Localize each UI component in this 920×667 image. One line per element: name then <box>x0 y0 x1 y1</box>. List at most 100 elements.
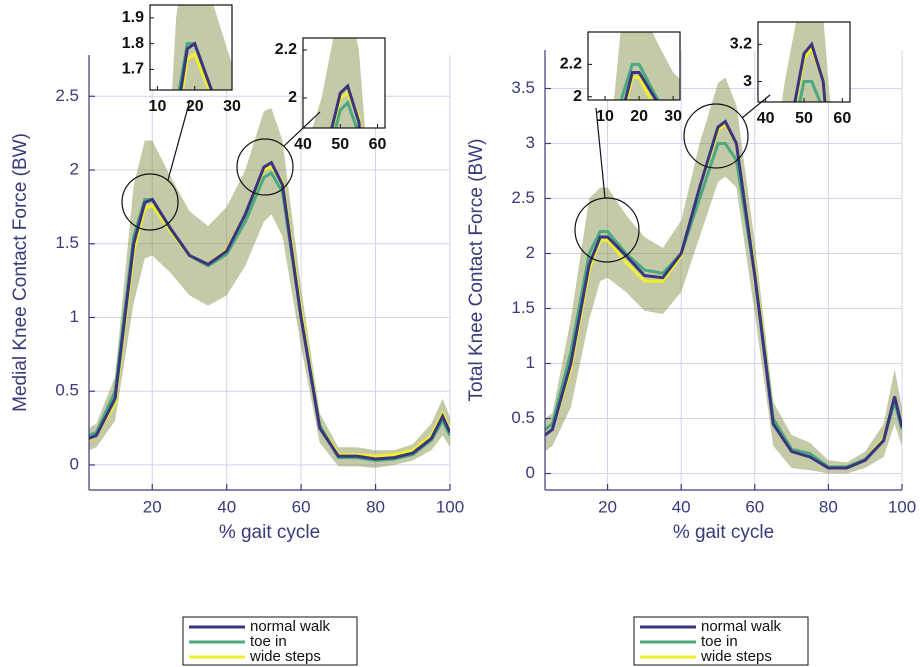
y-tick-label: 3 <box>743 73 752 90</box>
x-tick-label: 40 <box>217 497 236 516</box>
inset-background <box>303 38 385 128</box>
leader-line <box>741 94 771 119</box>
series-line <box>89 165 450 458</box>
x-tick-label: 20 <box>630 108 648 125</box>
inset-plot <box>312 38 365 128</box>
y-tick-label: 0 <box>70 454 79 473</box>
inset-plot <box>614 32 680 100</box>
inset: 10 20 30 1.7 1.8 1.9 <box>122 4 241 115</box>
x-tick-label: 40 <box>757 110 775 127</box>
x-tick-label: 80 <box>819 497 838 516</box>
legend-label: normal walk <box>701 618 782 635</box>
chart: 20 40 60 80 100 0 0.5 1 1.5 2 2.5 % gait cycle Media… <box>10 55 464 543</box>
chart: 20 40 60 80 100 0 0.5 1 1.5 2 2.5 3 3.5 % gait cycle T… <box>466 50 916 543</box>
y-tick-label: 2 <box>70 160 79 179</box>
x-tick-label: 20 <box>143 497 162 516</box>
sd-band <box>89 108 450 468</box>
x-tick-label: 20 <box>598 497 617 516</box>
legend-label: wide steps <box>249 648 321 665</box>
y-tick-label: 2.5 <box>511 188 535 207</box>
series-line <box>181 51 211 90</box>
series-line <box>798 80 822 102</box>
series-line <box>89 160 450 461</box>
plot-area <box>545 77 902 474</box>
inset: 40 50 60 2 2.2 <box>275 37 387 153</box>
sd-band <box>545 77 902 474</box>
x-tick-label: 50 <box>795 110 813 127</box>
leader-line <box>283 111 321 147</box>
y-tick-label: 0 <box>526 463 535 482</box>
x-tick-label: 20 <box>186 98 204 115</box>
series-line <box>545 119 902 470</box>
legend-label: normal walk <box>250 618 331 635</box>
x-tick-label: 10 <box>596 108 614 125</box>
zoom-circle <box>121 173 179 231</box>
x-tick-label: 40 <box>672 497 691 516</box>
inset: 10 20 30 2 2.2 <box>560 31 682 125</box>
y-tick-label: 1.8 <box>122 35 144 52</box>
x-tick-label: 30 <box>664 108 682 125</box>
y-tick-label: 2.5 <box>55 86 79 105</box>
sd-band <box>312 38 365 128</box>
y-tick-label: 1.7 <box>122 61 144 78</box>
zoom-circle <box>574 197 640 263</box>
leader-line <box>167 99 191 181</box>
x-tick-label: 50 <box>331 136 349 153</box>
x-tick-label: 40 <box>294 136 312 153</box>
zoom-circle <box>683 103 749 169</box>
y-axis-label: Total Knee Contact Force (BW) <box>466 139 487 402</box>
legend-label: toe in <box>701 633 738 650</box>
x-tick-label: 100 <box>436 497 464 516</box>
zoom-circle <box>236 138 294 196</box>
x-tick-label: 60 <box>369 136 387 153</box>
y-tick-label: 1 <box>526 353 535 372</box>
series-line <box>793 41 827 102</box>
y-tick-label: 2 <box>526 243 535 262</box>
y-tick-label: 1.5 <box>55 233 79 252</box>
x-axis-label: % gait cycle <box>219 522 320 543</box>
y-tick-label: 1.9 <box>122 9 144 26</box>
inset: 40 50 60 3 3.2 <box>730 21 851 127</box>
y-axis-label: Medial Knee Contact Force (BW) <box>10 133 31 412</box>
x-axis-label: % gait cycle <box>673 522 774 543</box>
y-tick-label: 0.5 <box>511 408 535 427</box>
x-tick-label: 80 <box>366 497 385 516</box>
series-line <box>179 41 214 90</box>
inset-frame <box>149 4 233 91</box>
y-tick-label: 2.2 <box>560 56 582 73</box>
inset-background <box>588 32 680 100</box>
x-tick-label: 30 <box>223 98 241 115</box>
y-tick-label: 3.2 <box>730 36 752 53</box>
plot-area <box>89 108 450 468</box>
annotations <box>121 94 771 263</box>
legend-label: wide steps <box>700 648 772 665</box>
y-tick-label: 1.5 <box>511 298 535 317</box>
series-line <box>793 44 827 102</box>
y-tick-label: 0.5 <box>55 381 79 400</box>
series-line <box>330 91 362 128</box>
inset-plot <box>781 22 831 102</box>
inset-frame <box>587 31 681 101</box>
y-tick-label: 3 <box>526 133 535 152</box>
series-line <box>334 100 359 128</box>
series-line <box>623 71 658 100</box>
y-tick-label: 2 <box>288 89 297 106</box>
series-line <box>620 62 661 100</box>
y-tick-label: 3.5 <box>511 78 535 97</box>
y-tick-label: 2 <box>573 88 582 105</box>
leader-line <box>595 107 606 199</box>
x-tick-label: 10 <box>149 98 167 115</box>
sd-band <box>781 22 831 102</box>
inset-plot <box>172 5 232 90</box>
inset-frame <box>302 37 386 129</box>
legend-label: toe in <box>250 633 287 650</box>
y-tick-label: 2.2 <box>275 41 297 58</box>
x-tick-label: 60 <box>833 110 851 127</box>
x-tick-label: 100 <box>888 497 916 516</box>
y-tick-label: 1 <box>70 307 79 326</box>
x-tick-label: 60 <box>745 497 764 516</box>
x-tick-label: 60 <box>292 497 311 516</box>
